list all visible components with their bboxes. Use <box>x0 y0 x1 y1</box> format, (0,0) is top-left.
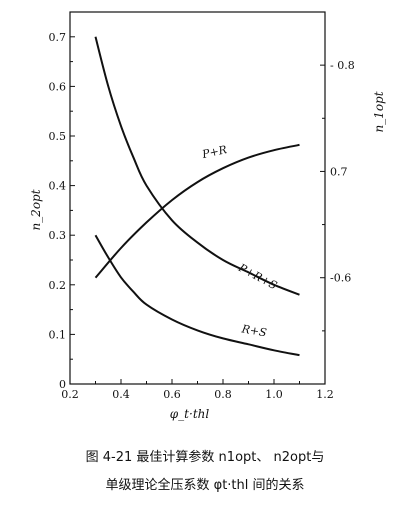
y-left-tick-label: 0.7 <box>49 31 67 44</box>
x-tick-label: 0.8 <box>214 388 232 401</box>
x-ticks: 0.2 0.4 0.6 0.8 1.0 1.2 <box>61 379 334 401</box>
plot-frame <box>69 11 326 385</box>
y-right-axis-title: n_1opt <box>372 91 386 132</box>
x-tick-label: 1.2 <box>316 388 334 401</box>
x-tick-label: 0.2 <box>61 388 79 401</box>
curve-labels: P+R P+R+S R+S <box>200 143 280 339</box>
y-left-tick-label: 0.3 <box>49 229 67 242</box>
caption-line-2: 单级理论全压系数 φt·thl 间的关系 <box>105 478 305 493</box>
y-left-axis-title: n_2opt <box>29 189 43 230</box>
plot-border <box>69 11 326 385</box>
y-left-tick-label: 0.5 <box>49 130 67 143</box>
x-tick-label: 1.0 <box>265 388 283 401</box>
caption-line-1: 图 4-21 最佳计算参数 n1opt、 n2opt与 <box>85 450 325 465</box>
curves <box>94 36 300 357</box>
y-right-ticks: -0.6 0.7 - 0.8 <box>320 59 355 332</box>
chart: 0.2 0.4 0.6 0.8 1.0 1.2 00.10.20.30.40.50.60.… <box>29 11 386 421</box>
curve-r-s <box>94 234 300 357</box>
x-axis-title: φ_t·thl <box>170 407 210 421</box>
x-tick-label: 0.4 <box>112 388 130 401</box>
y-left-tick-label: 0.6 <box>49 80 67 93</box>
curve-label-p-r: P+R <box>200 143 228 161</box>
y-left-tick-label: 0.1 <box>49 328 67 341</box>
y-left-ticks: 0 0.1 0.2 0.3 0.4 0.5 0.6 0.7 <box>49 11 75 391</box>
y-left-tick-label: 0 <box>59 378 66 391</box>
curve-label-p-r-s: P+R+S <box>235 261 279 293</box>
y-right-tick-label: -0.6 <box>330 272 351 285</box>
y-right-tick-label: - 0.8 <box>330 59 355 72</box>
curve-p-r <box>94 143 300 279</box>
y-left-tick-label: 0.4 <box>49 180 67 193</box>
y-left-tick-label: 0.2 <box>49 279 67 292</box>
y-right-tick-label: 0.7 <box>330 165 348 178</box>
axis-titles: φ_t·thl n_2opt n_1opt <box>29 91 386 421</box>
x-tick-label: 0.6 <box>163 388 181 401</box>
curve-p-r-s <box>94 36 300 296</box>
curve-label-r-s: R+S <box>240 322 268 339</box>
